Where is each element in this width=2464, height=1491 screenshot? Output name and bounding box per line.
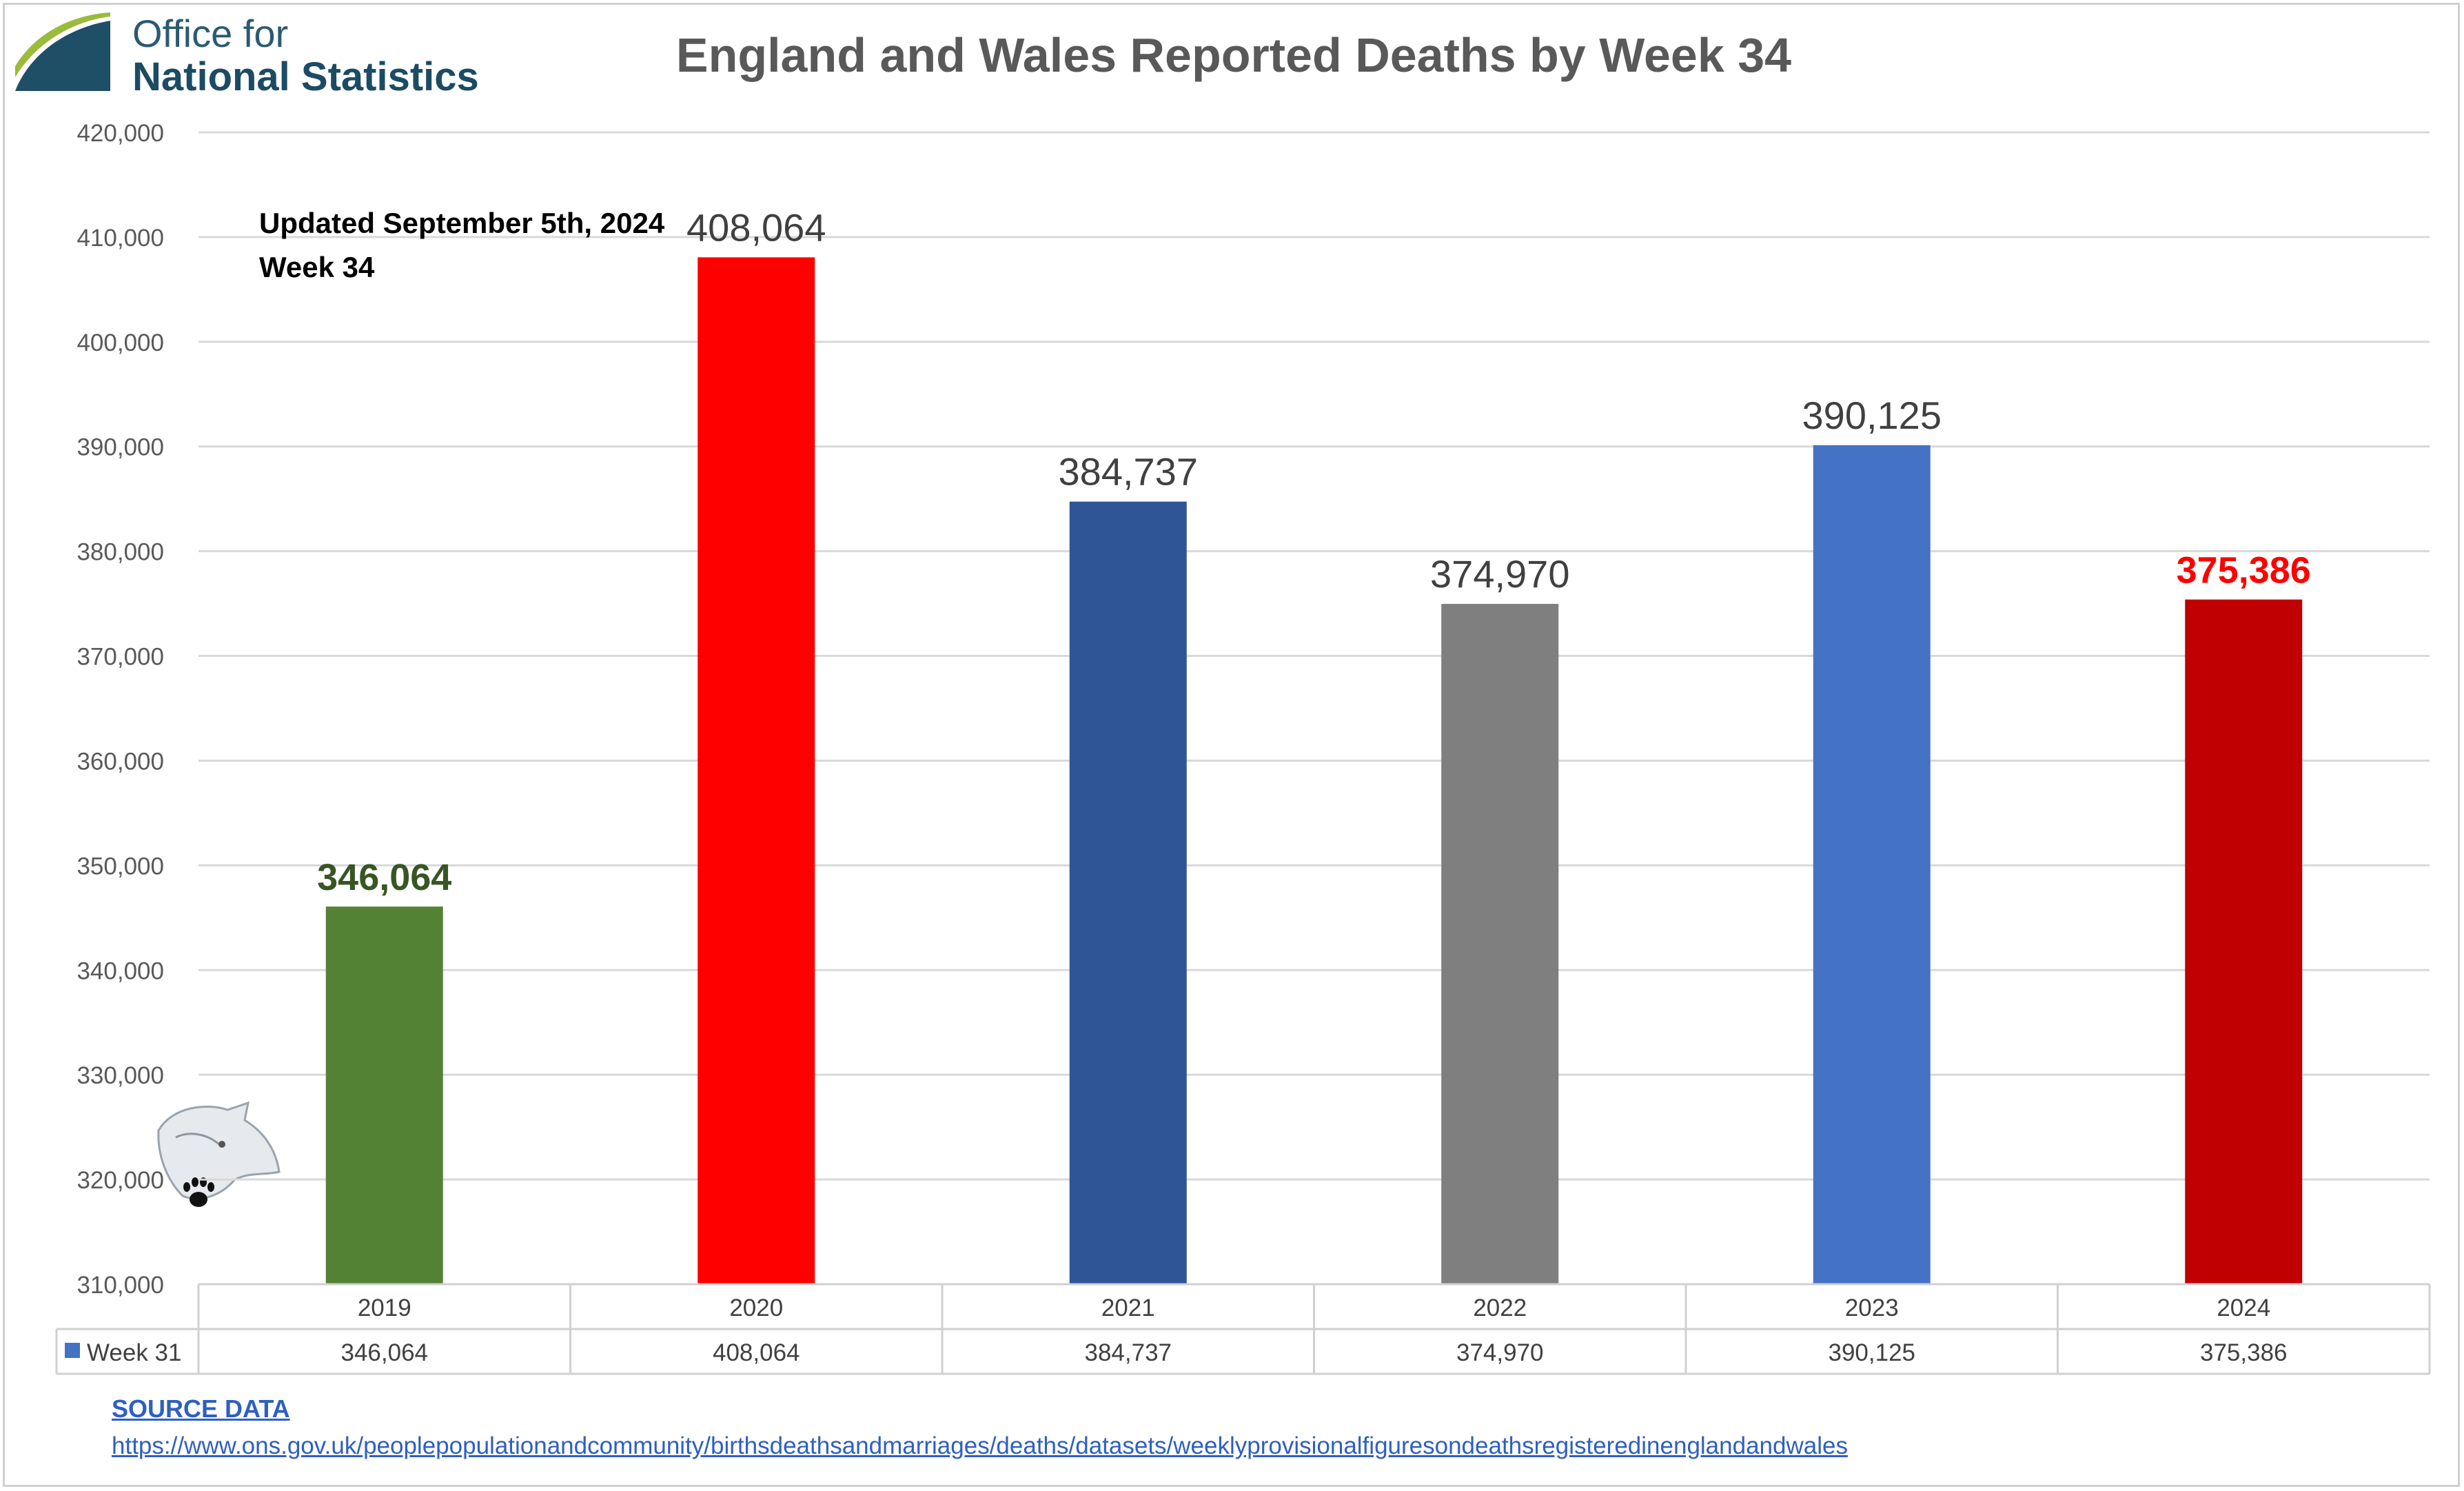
data-label-2022: 374,970 [1430,552,1569,596]
y-tick-label: 320,000 [77,1167,164,1194]
x-category-label: 2021 [1101,1295,1155,1321]
logo-office-for-text: Office for [132,12,289,55]
bar-2021 [1069,501,1187,1284]
x-category-label: 2023 [1845,1295,1899,1321]
legend-series-label: Week 31 [87,1339,182,1366]
y-tick-label: 360,000 [77,748,164,775]
table-value-cell: 390,125 [1828,1339,1915,1366]
logo-national-statistics-text: National Statistics [132,54,479,99]
ons-logo-icon [15,12,110,91]
x-category-label: 2024 [2217,1295,2270,1321]
table-value-cell: 375,386 [2200,1339,2288,1366]
table-value-cell: 408,064 [713,1339,800,1366]
y-tick-label: 340,000 [77,957,164,984]
update-date-text: Updated September 5th, 2024 [259,207,665,239]
wolf-watermark-icon [157,1101,281,1207]
chart-frame [3,3,2460,1487]
bar-2020 [698,257,815,1284]
bar-2024 [2185,599,2303,1284]
source-data-label: SOURCE DATA [112,1394,290,1423]
y-tick-label: 420,000 [77,120,164,147]
week-number-text: Week 34 [259,251,375,283]
y-tick-label: 330,000 [77,1062,164,1089]
y-tick-label: 410,000 [77,225,164,252]
data-label-2019: 346,064 [317,857,451,898]
bar-2023 [1813,445,1931,1285]
table-value-cell: 374,970 [1456,1339,1544,1366]
x-category-label: 2022 [1473,1295,1527,1321]
data-label-2023: 390,125 [1802,394,1942,437]
update-annotation: Updated September 5th, 2024 Week 34 [259,201,664,290]
table-value-cell: 346,064 [340,1339,428,1366]
x-category-label: 2019 [358,1295,411,1321]
bar-2022 [1441,604,1559,1284]
table-value-cell: 384,737 [1084,1339,1172,1366]
source-data-link[interactable]: https://www.ons.gov.uk/peoplepopulationa… [112,1432,1848,1459]
legend-swatch-icon [65,1343,80,1358]
y-tick-label: 350,000 [77,853,164,880]
x-category-label: 2020 [729,1295,783,1321]
bar-2019 [325,906,443,1284]
data-label-2024: 375,386 [2177,550,2311,591]
source-block: SOURCE DATA https://www.ons.gov.uk/peopl… [112,1390,1848,1465]
data-label-2021: 384,737 [1059,450,1198,494]
data-label-2020: 408,064 [686,205,826,249]
y-tick-label: 380,000 [77,539,164,566]
y-tick-label: 370,000 [77,644,164,671]
y-tick-label: 400,000 [77,329,164,356]
chart-title: England and Wales Reported Deaths by Wee… [675,28,1792,82]
y-tick-label: 390,000 [77,434,164,461]
y-tick-label: 310,000 [77,1272,164,1299]
